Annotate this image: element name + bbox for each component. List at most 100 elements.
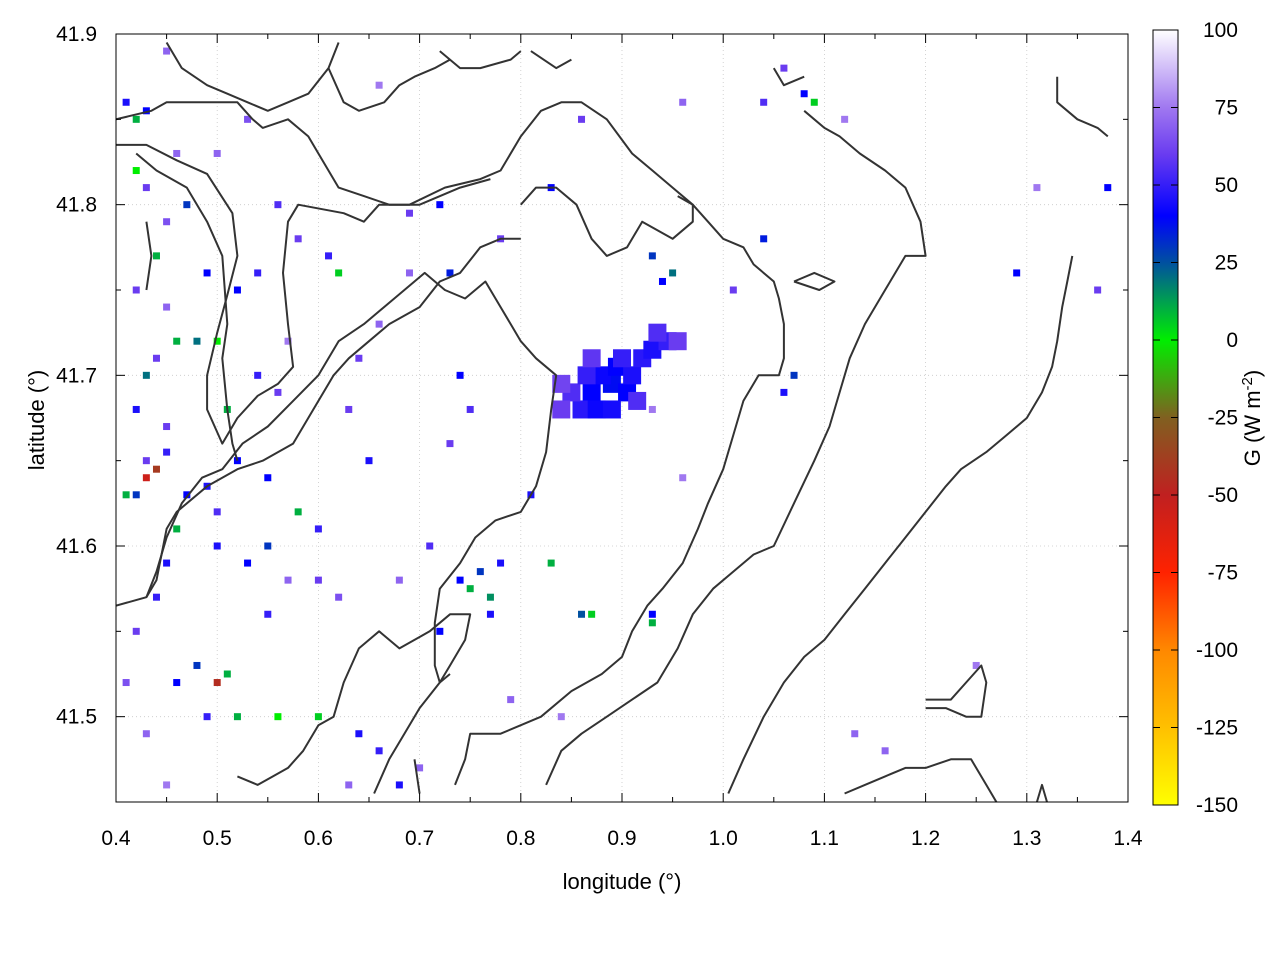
colorbar-tick-label: 75 bbox=[1215, 97, 1238, 120]
heat-cell bbox=[163, 303, 171, 311]
heat-cell bbox=[244, 115, 252, 123]
heat-cell bbox=[1013, 269, 1021, 277]
contour-line bbox=[116, 101, 491, 206]
y-axis-label: latitude (°) bbox=[24, 370, 49, 471]
heat-cell bbox=[405, 269, 413, 277]
colorbar-tick-label: -100 bbox=[1196, 639, 1238, 662]
colorbar-label: G (W m-2) bbox=[1239, 370, 1265, 466]
heat-cell bbox=[163, 218, 171, 226]
heat-cell bbox=[648, 610, 656, 618]
contour-line bbox=[439, 50, 522, 70]
heat-cell bbox=[436, 627, 444, 635]
heat-cell bbox=[163, 559, 171, 567]
heat-cell bbox=[416, 764, 424, 772]
heat-cell bbox=[486, 593, 494, 601]
heat-cell bbox=[173, 679, 181, 687]
heat-cell-blob bbox=[582, 383, 601, 402]
contour-line bbox=[925, 664, 988, 718]
heat-cell bbox=[254, 269, 262, 277]
heat-cell bbox=[648, 252, 656, 260]
heat-cell bbox=[213, 542, 221, 550]
x-axis-ticks: 0.4 0.5 0.6 0.7 0.8 0.9 1.0 1.1 1.2 1.3 1.4 bbox=[101, 34, 1143, 850]
heat-cell bbox=[213, 679, 221, 687]
heat-cell bbox=[466, 405, 474, 413]
x-tick-label: 0.6 bbox=[304, 827, 333, 850]
heat-cell bbox=[557, 713, 565, 721]
heat-cell bbox=[456, 576, 464, 584]
heat-cell bbox=[122, 679, 130, 687]
x-tick-label: 0.4 bbox=[101, 827, 131, 850]
heat-cell bbox=[1104, 184, 1112, 192]
heat-cell bbox=[152, 252, 160, 260]
heat-cell bbox=[476, 568, 484, 576]
contour-line bbox=[727, 255, 1074, 794]
heat-cell bbox=[173, 149, 181, 157]
heat-cells bbox=[122, 47, 1112, 789]
heat-cell bbox=[648, 405, 656, 413]
heat-cell bbox=[142, 457, 150, 465]
heat-cell bbox=[669, 269, 677, 277]
heat-cell bbox=[213, 149, 221, 157]
heat-cell bbox=[405, 209, 413, 217]
heat-cell bbox=[142, 730, 150, 738]
heat-cell-blob bbox=[552, 400, 571, 419]
heat-cell bbox=[314, 713, 322, 721]
heat-cell bbox=[679, 98, 687, 106]
x-tick-label: 1.3 bbox=[1012, 827, 1041, 850]
heat-cell bbox=[183, 201, 191, 209]
heat-cell bbox=[132, 491, 140, 499]
heat-cell bbox=[173, 337, 181, 345]
contour-line bbox=[844, 758, 998, 802]
heat-cell bbox=[375, 747, 383, 755]
heat-cell bbox=[163, 781, 171, 789]
colorbar-tick-label: -150 bbox=[1196, 794, 1238, 817]
heat-cell bbox=[203, 269, 211, 277]
contour-line bbox=[327, 58, 451, 112]
heat-cell bbox=[345, 781, 353, 789]
heat-cell bbox=[335, 593, 343, 601]
heat-cell bbox=[294, 235, 302, 243]
colorbar-tick-label: 25 bbox=[1215, 252, 1238, 275]
colorbar-label-sup: -2 bbox=[1239, 377, 1256, 390]
heat-cell-blob bbox=[643, 340, 662, 359]
heat-cell bbox=[264, 610, 272, 618]
heat-cell bbox=[244, 559, 252, 567]
contour-line bbox=[1035, 783, 1048, 802]
heat-cell bbox=[223, 670, 231, 678]
contour-line bbox=[1056, 76, 1109, 138]
y-tick-label: 41.6 bbox=[56, 535, 97, 558]
heat-cell bbox=[345, 405, 353, 413]
heat-cell bbox=[163, 448, 171, 456]
heat-cell bbox=[760, 98, 768, 106]
heat-cell bbox=[800, 90, 808, 98]
heat-cell bbox=[658, 277, 666, 285]
heat-cell bbox=[314, 576, 322, 584]
colorbar-tick-label: -50 bbox=[1208, 484, 1238, 507]
contour-line bbox=[165, 41, 340, 112]
heat-cell bbox=[729, 286, 737, 294]
heat-cell bbox=[203, 713, 211, 721]
x-tick-label: 1.4 bbox=[1113, 827, 1143, 850]
heat-cell-blob bbox=[572, 400, 591, 419]
contour-line bbox=[413, 759, 421, 794]
heat-cell-blob bbox=[668, 332, 687, 351]
contour-line bbox=[116, 237, 521, 607]
heat-cell bbox=[274, 201, 282, 209]
colorbar-tick-label: -25 bbox=[1208, 407, 1238, 430]
heat-cell bbox=[325, 252, 333, 260]
colorbar-tick-label: 0 bbox=[1226, 329, 1238, 352]
heat-cell-blob bbox=[648, 323, 667, 342]
colorbar-ticks: 100 75 50 25 0 -25 -50 -75 -100 -125 -150 bbox=[1153, 19, 1238, 817]
heat-cell bbox=[163, 47, 171, 55]
heat-cell bbox=[122, 98, 130, 106]
heat-cell bbox=[375, 81, 383, 89]
contour-lines bbox=[116, 41, 1109, 802]
colorbar-tick-label: -125 bbox=[1196, 717, 1238, 740]
heat-cell bbox=[426, 542, 434, 550]
heat-cell bbox=[142, 107, 150, 115]
y-tick-label: 41.5 bbox=[56, 706, 97, 729]
x-tick-label: 0.8 bbox=[506, 827, 535, 850]
heat-cell bbox=[466, 585, 474, 593]
x-tick-label: 1.0 bbox=[709, 827, 738, 850]
